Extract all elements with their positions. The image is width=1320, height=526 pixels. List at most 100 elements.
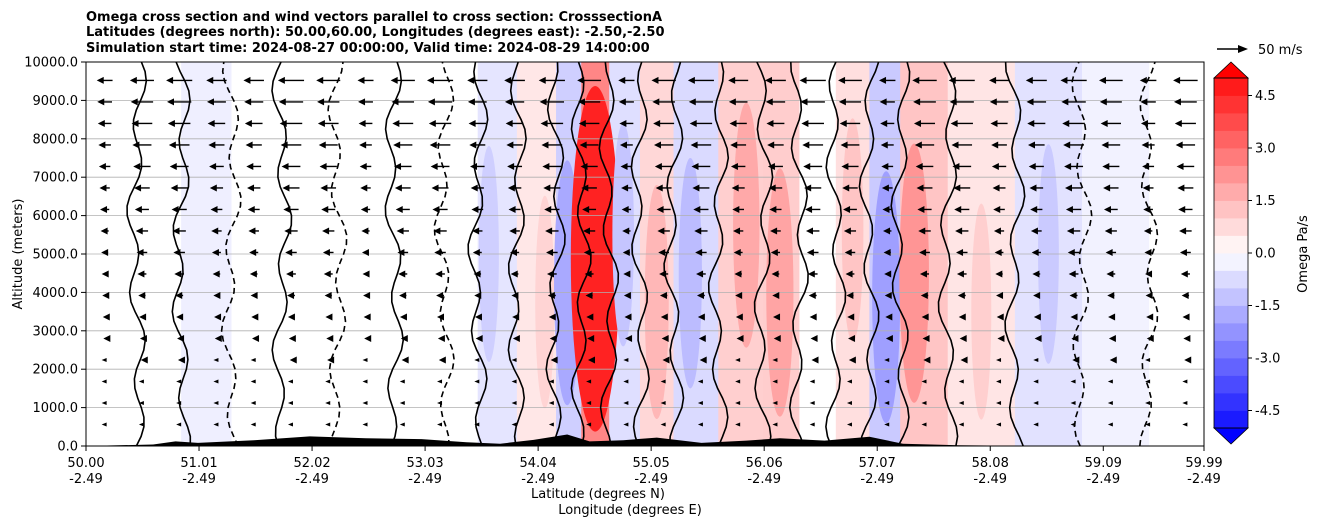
wind-vector	[1030, 205, 1043, 213]
wind-vector	[246, 162, 262, 170]
wind-vector	[546, 270, 557, 278]
wind-vector	[392, 119, 414, 127]
wind-vector	[1140, 98, 1156, 106]
wind-vector	[772, 422, 778, 427]
x-tick-label-lon: -2.49	[747, 472, 781, 487]
wind-vector	[167, 98, 192, 106]
wind-vector	[765, 76, 786, 84]
wind-vector	[506, 141, 523, 149]
wind-vector	[921, 422, 927, 427]
y-axis: 0.0 1000.0 2000.0 3000.0 4000.0 5000.0 6000.0 7…	[24, 56, 86, 455]
wind-vector	[801, 119, 824, 127]
wind-vector	[950, 119, 973, 127]
wind-vector	[98, 162, 111, 170]
wind-vector	[252, 334, 260, 342]
wind-vector	[174, 270, 185, 278]
wind-vector	[583, 248, 595, 256]
wind-vector	[660, 379, 666, 384]
omega-core	[872, 171, 901, 424]
wind-vector	[504, 76, 525, 84]
wind-vector	[437, 422, 443, 427]
wind-vector	[470, 184, 484, 192]
x-axis-label-2: Longitude (degrees E)	[558, 503, 702, 518]
wind-vector	[1028, 162, 1044, 170]
wind-vector	[803, 162, 823, 170]
wind-vector	[773, 313, 781, 321]
wind-vector	[989, 76, 1009, 84]
wind-vector	[207, 119, 226, 127]
wind-vector	[735, 357, 741, 362]
wind-vector	[692, 184, 710, 192]
wind-vector	[660, 313, 668, 321]
wind-vector	[250, 379, 256, 384]
wind-vector	[131, 119, 153, 127]
wind-vector	[1033, 291, 1041, 299]
wind-vector	[323, 270, 333, 278]
wind-vector	[770, 248, 781, 256]
wind-vector	[1145, 291, 1153, 299]
wind-vector	[771, 270, 780, 278]
wind-vector	[921, 400, 927, 405]
wind-vector	[96, 76, 113, 84]
x-tick-label-lon: -2.49	[860, 472, 894, 487]
wind-vector	[805, 205, 821, 213]
wind-vector	[1103, 184, 1119, 192]
wind-vector	[1060, 76, 1087, 84]
wind-vector	[842, 184, 858, 192]
wind-vector	[101, 422, 107, 427]
wind-vector	[208, 141, 225, 149]
contour-line	[545, 62, 566, 446]
colorbar-tick-label: 4.5	[1255, 89, 1276, 104]
chart-title-line-2: Latitudes (degrees north): 50.00,60.00, …	[86, 25, 665, 40]
y-tick-label: 7000.0	[33, 171, 79, 186]
y-axis-label: Altitude (meters)	[11, 199, 26, 310]
wind-vector	[437, 400, 443, 405]
wind-vector	[137, 270, 147, 278]
wind-vector	[959, 334, 967, 342]
wind-vector	[923, 356, 931, 364]
wind-vector	[360, 205, 371, 213]
wind-vector	[996, 400, 1002, 405]
x-tick-label-lat: 50.00	[67, 456, 104, 471]
wind-vector	[1108, 313, 1116, 321]
wind-vector	[359, 141, 372, 149]
wind-vector	[1173, 76, 1198, 84]
wind-vector	[958, 422, 964, 427]
wind-vector	[736, 334, 744, 342]
wind-vector	[399, 291, 407, 299]
wind-vector	[1141, 141, 1155, 149]
wind-vector	[620, 162, 633, 170]
wind-vector	[919, 270, 930, 278]
contour-line	[707, 62, 730, 446]
wind-vector	[362, 270, 370, 278]
wind-vector	[587, 334, 595, 342]
wind-vector	[325, 400, 331, 405]
wind-vector	[884, 422, 890, 427]
wind-vector	[280, 141, 302, 149]
x-tick-label-lon: -2.49	[408, 472, 442, 487]
wind-vector	[507, 184, 522, 192]
wind-vector	[101, 400, 107, 405]
wind-vector	[138, 400, 144, 405]
wind-vector	[243, 76, 264, 84]
contour-line	[271, 62, 293, 446]
wind-vector	[1032, 270, 1041, 278]
wind-vector	[97, 98, 113, 106]
wind-vector	[139, 313, 147, 321]
contour-line	[788, 62, 809, 446]
wind-vector	[284, 227, 298, 235]
wind-vector	[659, 270, 669, 278]
wind-vector	[996, 291, 1004, 299]
wind-vector	[100, 205, 110, 213]
wind-vector	[547, 291, 556, 299]
omega-core	[612, 123, 634, 347]
wind-vector	[1181, 291, 1190, 299]
contour-line	[663, 62, 685, 446]
wind-vector	[884, 400, 890, 405]
colorbar-extend-bottom	[1212, 427, 1250, 445]
y-tick-label: 3000.0	[33, 324, 79, 339]
wind-vector	[474, 379, 480, 384]
contour-line	[327, 62, 348, 446]
wind-vector	[167, 119, 191, 127]
wind-vector	[1033, 313, 1041, 321]
